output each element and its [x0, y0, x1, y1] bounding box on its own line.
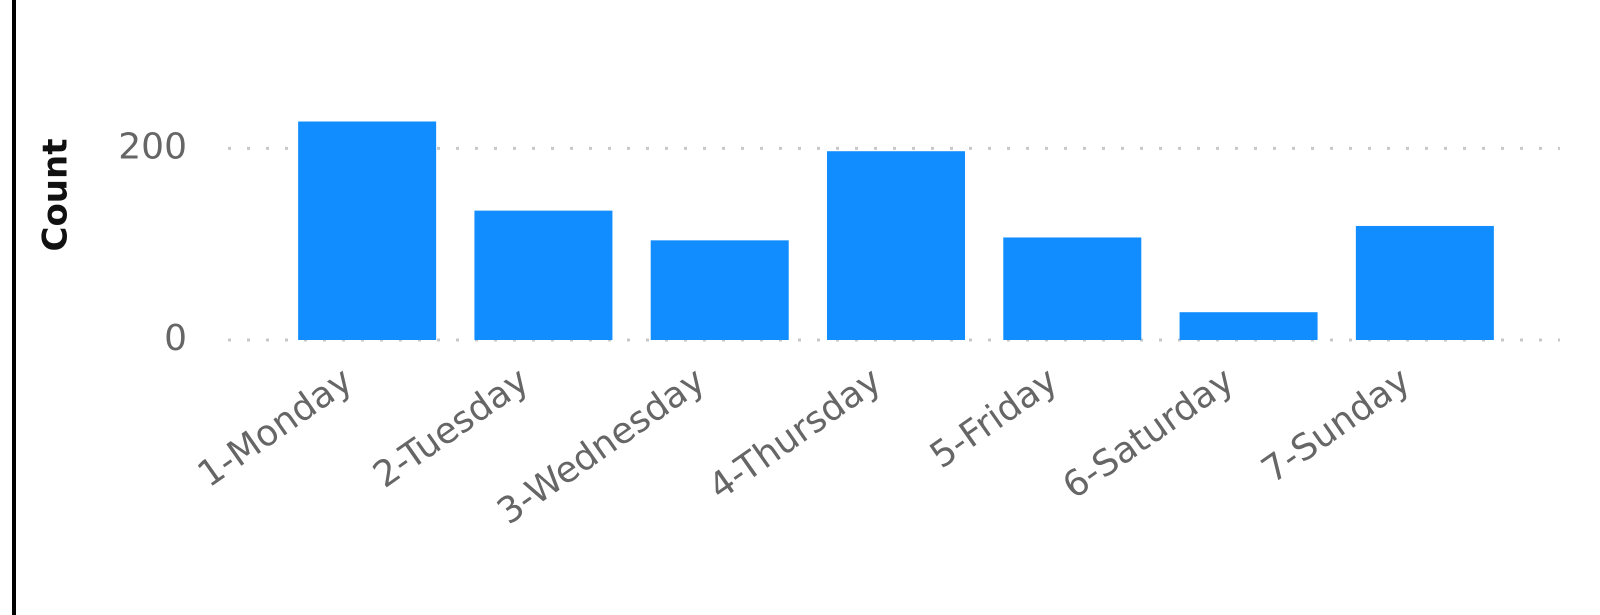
- bar: [1355, 225, 1494, 340]
- y-tick-label: 0: [164, 318, 187, 359]
- bar: [298, 121, 437, 340]
- x-tick-label: 4-Thursday: [702, 360, 889, 508]
- bar: [827, 151, 965, 340]
- bar: [1179, 312, 1318, 340]
- bar: [650, 240, 789, 340]
- y-tick-label: 200: [118, 126, 187, 167]
- x-tick-label: 6-Saturday: [1056, 360, 1242, 507]
- x-tick-label: 5-Friday: [923, 360, 1065, 477]
- x-tick-label: 7-Sunday: [1254, 360, 1417, 491]
- bar: [1003, 237, 1142, 340]
- x-tick-label: 1-Monday: [191, 360, 360, 496]
- x-tick-label: 2-Tuesday: [366, 360, 536, 496]
- bar: [474, 210, 613, 340]
- y-axis-label: Count: [36, 139, 76, 252]
